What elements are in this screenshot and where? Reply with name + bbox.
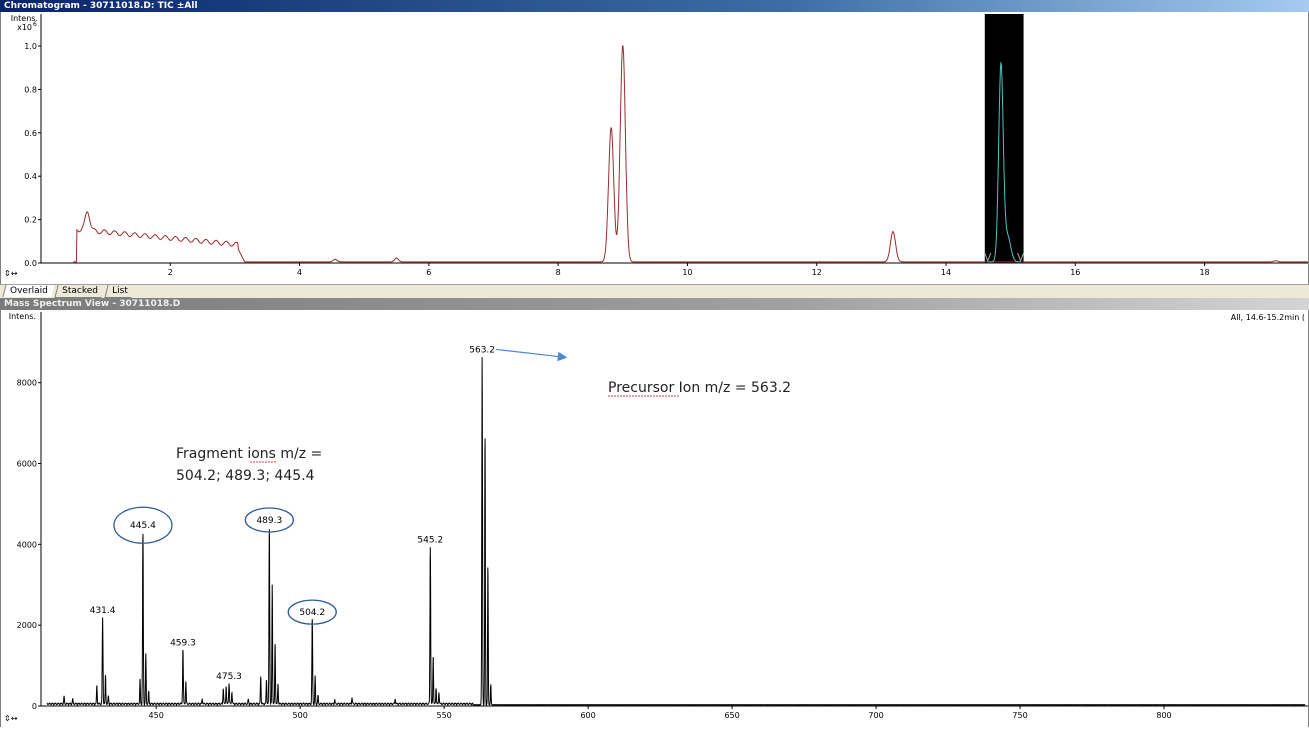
chrom-x-tick-label: 10 — [682, 268, 692, 277]
fragment-annotation-line2: 504.2; 489.3; 445.4 — [176, 468, 315, 484]
peak-label: 545.2 — [417, 535, 443, 545]
peak-label: 489.3 — [256, 516, 282, 526]
ms-x-tick-label: 550 — [436, 711, 451, 720]
chrom-y-tick-label: 0.6 — [24, 129, 37, 138]
peak-highlight-circle — [113, 506, 173, 544]
chrom-y-scale-exponent: 6 — [33, 21, 37, 28]
ms-x-tick-label: 600 — [580, 711, 595, 720]
fragment-annotation-line1: Fragment ions m/z = — [176, 446, 322, 462]
ms-y-axis-label: Intens. — [9, 312, 36, 321]
selection-right-handle-icon[interactable] — [1017, 252, 1025, 263]
chrom-y-axis-label: Intens. — [11, 14, 38, 23]
ms-zoom-arrows-icon[interactable]: ⇕↔ — [4, 714, 18, 723]
ms-y-tick-label: 4000 — [17, 540, 37, 549]
mass-spectrum-plot[interactable]: 0 2000 4000 6000 8000 450 500 550 600 650 700 750 8… — [0, 310, 1309, 727]
ms-x-tick-label: 650 — [724, 711, 739, 720]
peak-label: 504.2 — [299, 608, 325, 618]
tab-stacked[interactable]: Stacked — [54, 285, 105, 298]
ms-y-tick-label: 2000 — [17, 621, 37, 630]
mass-spectrum-svg[interactable]: 0 2000 4000 6000 8000 450 500 550 600 650 700 750 8… — [1, 310, 1308, 727]
peak-highlight-circle — [287, 599, 337, 625]
ms-x-tick-label: 700 — [868, 711, 883, 720]
chrom-zoom-arrows-icon[interactable]: ⇕↔ — [4, 269, 18, 278]
mass-spectrum-trace — [46, 357, 1306, 707]
chrom-y-tick-label: 0.4 — [24, 172, 37, 181]
ms-x-tick-label: 500 — [293, 711, 308, 720]
ms-y-tick-label: 0 — [32, 702, 37, 711]
selection-left-handle-icon[interactable] — [984, 252, 992, 263]
tab-overlaid[interactable]: Overlaid — [2, 285, 55, 297]
selected-time-range[interactable] — [984, 14, 1024, 263]
chromatogram-plot[interactable]: 0.0 0.2 0.4 0.6 0.8 1.0 2 4 6 8 10 12 14 16 18 Intens… — [0, 12, 1309, 284]
chrom-x-tick-label: 16 — [1070, 268, 1080, 277]
peak-highlight-circle — [244, 507, 294, 533]
ms-x-tick-label: 800 — [1156, 711, 1171, 720]
ms-header-right: All, 14.6-15.2min ( — [1231, 313, 1305, 322]
selected-peak-trace — [988, 61, 1021, 263]
peak-label: 445.4 — [130, 521, 156, 531]
precursor-arrow-icon — [496, 348, 568, 362]
chrom-x-tick-label: 8 — [556, 268, 561, 277]
ms-x-tick-label: 450 — [149, 711, 164, 720]
peak-label: 563.2 — [469, 345, 495, 355]
precursor-annotation: Precursor Ion m/z = 563.2 — [608, 380, 791, 396]
chrom-y-tick-label: 0.0 — [24, 259, 37, 268]
chrom-x-tick-label: 2 — [168, 268, 173, 277]
tab-list[interactable]: List — [104, 285, 135, 298]
ms-x-tick-label: 750 — [1012, 711, 1027, 720]
ms-y-tick-label: 6000 — [17, 460, 37, 469]
chrom-x-tick-label: 18 — [1199, 268, 1209, 277]
chrom-y-tick-label: 1.0 — [24, 42, 37, 51]
chrom-x-tick-label: 4 — [297, 268, 302, 277]
ms-y-tick-label: 8000 — [17, 379, 37, 388]
peak-label: 475.3 — [216, 672, 242, 682]
mass-spectrum-title: Mass Spectrum View - 30711018.D — [0, 298, 1309, 310]
chrom-x-tick-label: 14 — [941, 268, 951, 277]
chrom-x-tick-label: 12 — [812, 268, 822, 277]
view-tabs: Overlaid Stacked List — [0, 284, 1309, 298]
chrom-y-scale-label: x10 — [17, 23, 32, 32]
peak-label: 431.4 — [90, 606, 116, 616]
chrom-y-tick-label: 0.8 — [24, 85, 37, 94]
tic-trace — [73, 45, 1308, 263]
chrom-x-tick-label: 6 — [426, 268, 431, 277]
chromatogram-svg[interactable]: 0.0 0.2 0.4 0.6 0.8 1.0 2 4 6 8 10 12 14 16 18 Intens… — [1, 12, 1308, 284]
chromatogram-title: Chromatogram - 30711018.D: TIC ±All — [0, 0, 1309, 12]
peak-label: 459.3 — [170, 638, 196, 648]
chrom-y-tick-label: 0.2 — [24, 216, 37, 225]
